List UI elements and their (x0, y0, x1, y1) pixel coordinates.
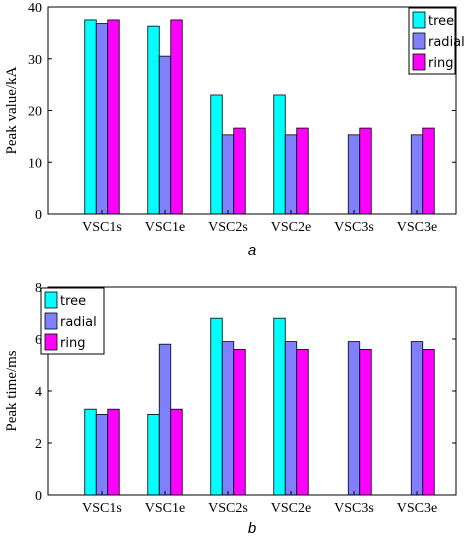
bar-ring-VSC1s (107, 408, 120, 496)
legend-label-radial: radial (428, 35, 465, 50)
bar-radial-VSC2s (221, 341, 235, 496)
bar-radial-VSC2s (221, 134, 235, 215)
bar-ring-VSC3e (422, 127, 435, 215)
x-tick-label: VSC2s (208, 501, 248, 516)
x-tick-label: VSC3e (397, 501, 437, 516)
legend-swatch-tree (44, 291, 58, 309)
bar-tree-VSC2e (273, 317, 286, 496)
bar-radial-VSC2e (284, 341, 298, 496)
legend-label-tree: tree (60, 294, 86, 309)
bar-radial-VSC3s (347, 341, 361, 496)
x-tick-label: VSC1e (145, 220, 185, 235)
legend-label-tree: tree (428, 14, 454, 29)
x-tick-label: VSC2e (271, 220, 311, 235)
y-tick-label: 40 (28, 1, 42, 16)
bar-ring-VSC2e (296, 127, 309, 215)
legend-swatch-tree (412, 11, 426, 29)
bar-radial-VSC1e (158, 343, 172, 496)
bar-tree-VSC2e (273, 94, 286, 215)
legend-swatch-ring (412, 53, 426, 71)
bar-radial-VSC3e (410, 134, 424, 215)
bar-tree-VSC1s (84, 19, 97, 215)
bar-ring-VSC3s (359, 127, 372, 215)
figure-caption: a (248, 242, 256, 259)
legend-label-ring: ring (428, 56, 453, 71)
y-axis-label: Peak time/ms (4, 350, 20, 431)
chart-a: VSC1s VSC1e VSC2s VSC2e VSC3s VSC3e 0 10 20 30 40 P… (4, 1, 465, 259)
legend-label-ring: ring (60, 336, 85, 351)
x-tick-label: VSC2e (271, 501, 311, 516)
bar-radial-VSC3e (410, 341, 424, 496)
bar-radial-VSC1s (95, 23, 109, 215)
bar-tree-VSC2s (210, 317, 223, 496)
x-tick-label: VSC3s (334, 220, 374, 235)
bar-radial-VSC3s (347, 134, 361, 215)
bar-ring-VSC2e (296, 348, 309, 496)
legend: tree radial ring (408, 7, 465, 75)
bar-tree-VSC2s (210, 94, 223, 215)
bar-radial-VSC1s (95, 413, 109, 496)
y-tick-label: 4 (35, 385, 42, 400)
legend-swatch-ring (44, 333, 58, 351)
bar-tree-VSC1e (147, 25, 160, 215)
x-tick-label: VSC3e (397, 220, 437, 235)
bar-radial-VSC1e (158, 55, 172, 215)
bar-ring-VSC2s (233, 127, 246, 215)
bar-ring-VSC1e (170, 408, 183, 496)
legend: tree radial ring (40, 287, 105, 355)
y-tick-label: 6 (35, 333, 42, 348)
legend-swatch-radial (44, 312, 58, 330)
bar-tree-VSC1e (147, 413, 160, 496)
y-tick-label: 0 (35, 489, 42, 504)
y-tick-label: 10 (28, 156, 42, 171)
y-tick-label: 8 (35, 281, 42, 296)
bar-radial-VSC2e (284, 134, 298, 215)
y-tick-label: 20 (28, 105, 42, 120)
figure-caption: b (248, 520, 256, 537)
bar-ring-VSC3s (359, 348, 372, 496)
y-axis-label: Peak value/kA (4, 66, 20, 154)
y-tick-label: 0 (35, 208, 42, 223)
x-tick-label: VSC2s (208, 220, 248, 235)
legend-label-radial: radial (60, 315, 97, 330)
y-tick-label: 30 (28, 53, 42, 68)
legend-swatch-radial (412, 32, 426, 50)
bar-ring-VSC1e (170, 19, 183, 215)
bar-ring-VSC3e (422, 348, 435, 496)
x-tick-label: VSC1s (82, 501, 122, 516)
bar-tree-VSC1s (84, 408, 97, 496)
bar-ring-VSC1s (107, 19, 120, 215)
x-tick-label: VSC3s (334, 501, 374, 516)
y-tick-label: 2 (35, 437, 42, 452)
x-tick-label: VSC1s (82, 220, 122, 235)
chart-b: VSC1s VSC1e VSC2s VSC2e VSC3s VSC3e 0 2 4 6 8 Peak … (4, 281, 457, 537)
bar-ring-VSC2s (233, 348, 246, 496)
x-tick-label: VSC1e (145, 501, 185, 516)
